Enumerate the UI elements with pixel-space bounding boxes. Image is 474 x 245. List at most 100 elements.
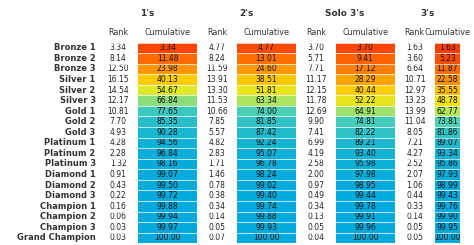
Text: 99.50: 99.50 — [157, 181, 179, 190]
Text: 24.60: 24.60 — [255, 64, 277, 74]
Text: Diamond 1: Diamond 1 — [45, 170, 96, 179]
Text: 99.97: 99.97 — [157, 223, 179, 232]
Text: 93.34: 93.34 — [437, 149, 458, 158]
Text: Rank: Rank — [207, 28, 227, 37]
Bar — [138, 74, 197, 85]
Bar — [435, 85, 460, 95]
Text: 99.43: 99.43 — [437, 191, 458, 200]
Text: 11.59: 11.59 — [206, 64, 228, 74]
Text: 7.71: 7.71 — [308, 64, 324, 74]
Text: 48.78: 48.78 — [437, 96, 458, 105]
Bar — [336, 53, 394, 64]
Text: 99.93: 99.93 — [255, 223, 277, 232]
Text: Platinum 2: Platinum 2 — [45, 149, 96, 158]
Text: 1's: 1's — [140, 9, 155, 18]
Bar — [336, 95, 394, 106]
Bar — [237, 180, 296, 190]
Text: 97.98: 97.98 — [355, 170, 376, 179]
Text: Solo 3's: Solo 3's — [326, 9, 365, 18]
Text: 98.95: 98.95 — [355, 181, 376, 190]
Text: 7.85: 7.85 — [209, 117, 226, 126]
Bar — [138, 53, 197, 64]
Text: Cumulative: Cumulative — [145, 28, 191, 37]
Text: Gold 1: Gold 1 — [65, 107, 96, 116]
Bar — [237, 74, 296, 85]
Text: 0.14: 0.14 — [209, 212, 226, 221]
Bar — [336, 159, 394, 169]
Text: 1.63: 1.63 — [406, 43, 423, 52]
Text: 6.99: 6.99 — [308, 138, 324, 147]
Text: 2.83: 2.83 — [209, 149, 226, 158]
Text: Rank: Rank — [405, 28, 425, 37]
Text: Platinum 1: Platinum 1 — [45, 138, 96, 147]
Text: 92.24: 92.24 — [255, 138, 277, 147]
Text: 11.48: 11.48 — [157, 54, 178, 63]
Text: 99.91: 99.91 — [355, 212, 376, 221]
Text: 99.88: 99.88 — [255, 212, 277, 221]
Text: 17.12: 17.12 — [355, 64, 376, 74]
Bar — [138, 106, 197, 116]
Bar — [435, 95, 460, 106]
Text: Diamond 3: Diamond 3 — [45, 191, 96, 200]
Bar — [336, 138, 394, 148]
Text: 73.81: 73.81 — [437, 117, 458, 126]
Text: 99.44: 99.44 — [355, 191, 376, 200]
Text: 51.81: 51.81 — [256, 86, 277, 95]
Bar — [435, 201, 460, 211]
Bar — [435, 169, 460, 180]
Text: 4.77: 4.77 — [209, 43, 226, 52]
Text: 8.24: 8.24 — [209, 54, 226, 63]
Text: 12.97: 12.97 — [404, 86, 426, 95]
Text: 13.01: 13.01 — [255, 54, 277, 63]
Bar — [138, 116, 197, 127]
Text: Silver 1: Silver 1 — [59, 75, 96, 84]
Text: Bronze 3: Bronze 3 — [54, 64, 96, 74]
Text: 35.55: 35.55 — [437, 86, 458, 95]
Text: 95.98: 95.98 — [355, 159, 376, 169]
Text: 1.71: 1.71 — [209, 159, 226, 169]
Text: 2.58: 2.58 — [308, 159, 324, 169]
Text: 99.96: 99.96 — [355, 223, 376, 232]
Text: 0.44: 0.44 — [406, 191, 423, 200]
Text: 0.06: 0.06 — [109, 212, 127, 221]
Bar — [138, 211, 197, 222]
Bar — [237, 222, 296, 233]
Text: 0.97: 0.97 — [308, 181, 324, 190]
Bar — [435, 159, 460, 169]
Bar — [237, 211, 296, 222]
Text: 1.32: 1.32 — [110, 159, 127, 169]
Text: 0.43: 0.43 — [109, 181, 127, 190]
Text: 12.17: 12.17 — [108, 96, 129, 105]
Text: 77.65: 77.65 — [157, 107, 179, 116]
Text: 81.85: 81.85 — [256, 117, 277, 126]
Text: 4.82: 4.82 — [209, 138, 226, 147]
Bar — [435, 190, 460, 201]
Text: 10.71: 10.71 — [404, 75, 426, 84]
Text: 97.93: 97.93 — [437, 170, 458, 179]
Bar — [435, 116, 460, 127]
Text: 99.90: 99.90 — [437, 212, 458, 221]
Bar — [435, 148, 460, 159]
Text: Bronze 1: Bronze 1 — [54, 43, 96, 52]
Text: Champion 2: Champion 2 — [40, 212, 96, 221]
Text: 89.21: 89.21 — [355, 138, 376, 147]
Text: Champion 1: Champion 1 — [40, 202, 96, 211]
Text: Diamond 2: Diamond 2 — [45, 181, 96, 190]
Text: 0.33: 0.33 — [406, 202, 423, 211]
Text: 0.34: 0.34 — [308, 202, 324, 211]
Bar — [237, 138, 296, 148]
Bar — [336, 85, 394, 95]
Text: Silver 2: Silver 2 — [59, 86, 96, 95]
Text: 0.38: 0.38 — [209, 191, 226, 200]
Bar — [138, 233, 197, 243]
Text: 13.99: 13.99 — [404, 107, 426, 116]
Bar — [237, 53, 296, 64]
Bar — [435, 211, 460, 222]
Text: 2.00: 2.00 — [308, 170, 324, 179]
Bar — [336, 222, 394, 233]
Text: 10.81: 10.81 — [108, 107, 129, 116]
Text: 98.99: 98.99 — [437, 181, 458, 190]
Text: 99.95: 99.95 — [437, 223, 458, 232]
Bar — [435, 53, 460, 64]
Bar — [336, 180, 394, 190]
